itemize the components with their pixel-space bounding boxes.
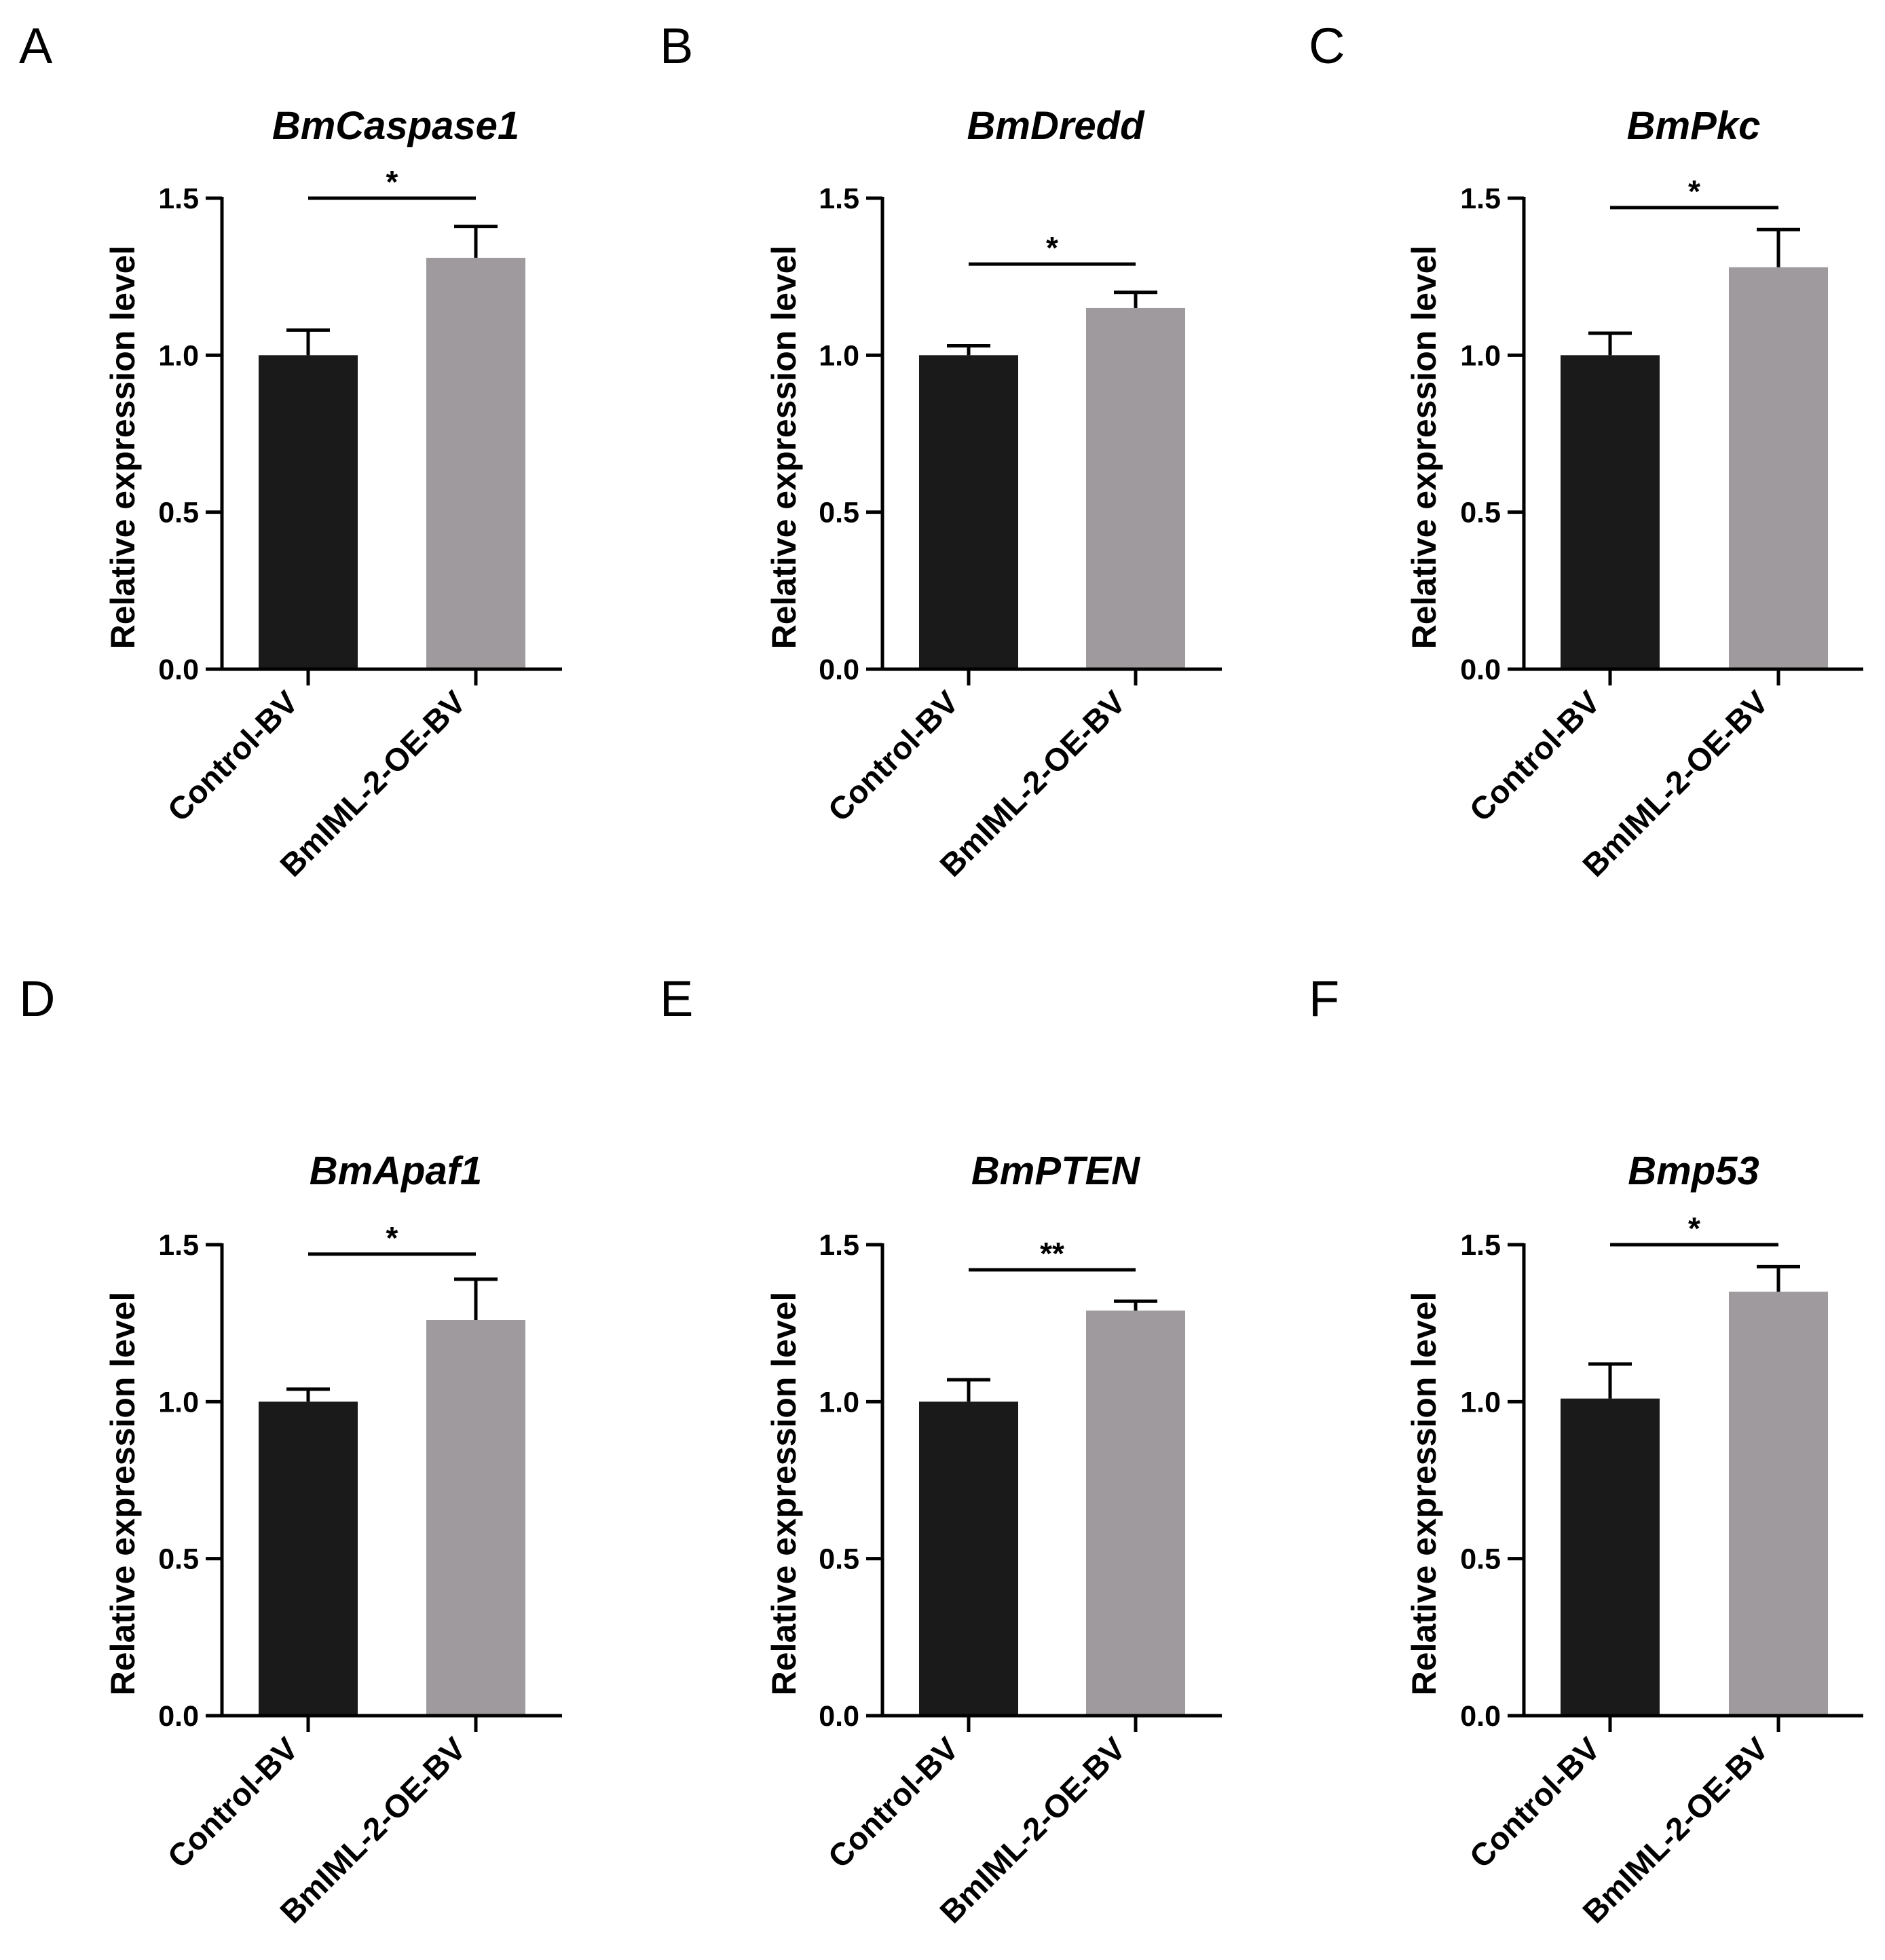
x-category-label: BmIML-2-OE-BV [273,1730,473,1930]
y-tick-label: 0.0 [819,654,859,686]
y-tick-label: 0.0 [1460,654,1501,686]
y-tick-label: 0.0 [158,1700,199,1733]
chart-panel-f: F Bmp53 0.0 0.5 1.0 1.5 Control-BVBmIML-2-OE-B… [1309,970,1863,1930]
y-tick-label: 1.5 [158,1229,199,1262]
y-tick-label: 0.5 [819,1543,859,1576]
x-category-label: Control-BV [1462,1730,1607,1874]
y-tick-label: 0.0 [1460,1700,1501,1733]
x-category-label: BmIML-2-OE-BV [273,683,473,884]
y-tick-label: 1.0 [158,1386,199,1418]
bar-overexpression [1729,1292,1828,1716]
chart-panel-d: D BmApaf1 0.0 0.5 1.0 1.5 Control-BVBmIML-2-OE… [19,970,562,1930]
panel-letter: D [19,970,55,1027]
y-tick-label: 0.0 [158,654,199,686]
chart-panel-e: E BmPTEN 0.0 0.5 1.0 1.5 Control-BVBmIML-2-OE-… [660,970,1222,1930]
y-tick-label: 1.5 [158,183,199,215]
y-tick-label: 1.0 [819,339,859,372]
chart-title: BmCaspase1 [272,104,519,148]
significance-mark: * [386,164,398,200]
y-axis-label: Relative expression level [1405,246,1443,649]
panel-letter: A [19,18,53,74]
bar-control [919,1401,1018,1716]
x-category-label: BmIML-2-OE-BV [933,683,1133,884]
panel-letter: C [1309,18,1345,74]
y-tick-label: 1.0 [819,1386,859,1418]
y-tick-label: 1.5 [819,183,859,215]
bar-control [919,355,1018,669]
y-axis-label: Relative expression level [104,246,142,649]
chart-title: BmPTEN [971,1149,1140,1193]
panel-letter: E [660,970,693,1027]
y-tick-label: 0.5 [1460,1543,1501,1576]
y-tick-label: 0.0 [819,1700,859,1733]
y-tick-label: 1.0 [1460,1386,1501,1418]
y-axis-label: Relative expression level [104,1292,142,1696]
bar-overexpression [426,1320,525,1716]
bar-control [259,355,358,669]
x-category-label: BmIML-2-OE-BV [1575,683,1776,884]
significance-mark: * [1688,1211,1700,1246]
chart-panel-a: A BmCaspase1 0.0 0.5 1.0 1.5 Control-BVBmIML-2… [19,18,562,884]
x-category-label: BmIML-2-OE-BV [933,1730,1133,1930]
x-category-label: Control-BV [821,1730,965,1874]
significance-mark: ** [1040,1236,1064,1271]
panel-letter: F [1309,970,1339,1027]
y-tick-label: 1.0 [1460,339,1501,372]
bar-overexpression [426,257,525,669]
bar-overexpression [1086,307,1185,669]
y-axis-label: Relative expression level [765,1292,803,1696]
y-axis-label: Relative expression level [1405,1292,1443,1696]
bar-overexpression [1086,1311,1185,1716]
bar-overexpression [1729,267,1828,670]
y-tick-label: 1.5 [819,1229,859,1262]
x-category-label: Control-BV [1462,683,1607,828]
bar-control [1561,1398,1660,1716]
y-tick-label: 1.0 [158,339,199,372]
chart-title: BmDredd [967,104,1145,148]
y-tick-label: 0.5 [1460,497,1501,529]
y-axis-label: Relative expression level [765,246,803,649]
y-tick-label: 1.5 [1460,1229,1501,1262]
y-tick-label: 0.5 [158,497,199,529]
x-category-label: Control-BV [160,1730,305,1874]
x-category-label: BmIML-2-OE-BV [1575,1730,1776,1930]
significance-mark: * [386,1220,398,1256]
chart-title: BmApaf1 [310,1149,483,1193]
x-category-label: Control-BV [821,683,965,828]
chart-title: Bmp53 [1628,1149,1759,1193]
significance-mark: * [1688,174,1700,209]
chart-title: BmPkc [1627,104,1761,148]
y-tick-label: 0.5 [819,497,859,529]
chart-panel-c: C BmPkc 0.0 0.5 1.0 1.5 Control-BVBmIML-2-OE-B… [1309,18,1863,884]
significance-mark: * [1046,230,1058,265]
bar-control [259,1401,358,1716]
y-tick-label: 1.5 [1460,183,1501,215]
chart-panel-b: B BmDredd 0.0 0.5 1.0 1.5 Control-BVBmIML-2-OE… [660,18,1222,884]
y-tick-label: 0.5 [158,1543,199,1576]
panel-letter: B [660,18,693,74]
x-category-label: Control-BV [160,683,305,828]
bar-control [1561,355,1660,669]
